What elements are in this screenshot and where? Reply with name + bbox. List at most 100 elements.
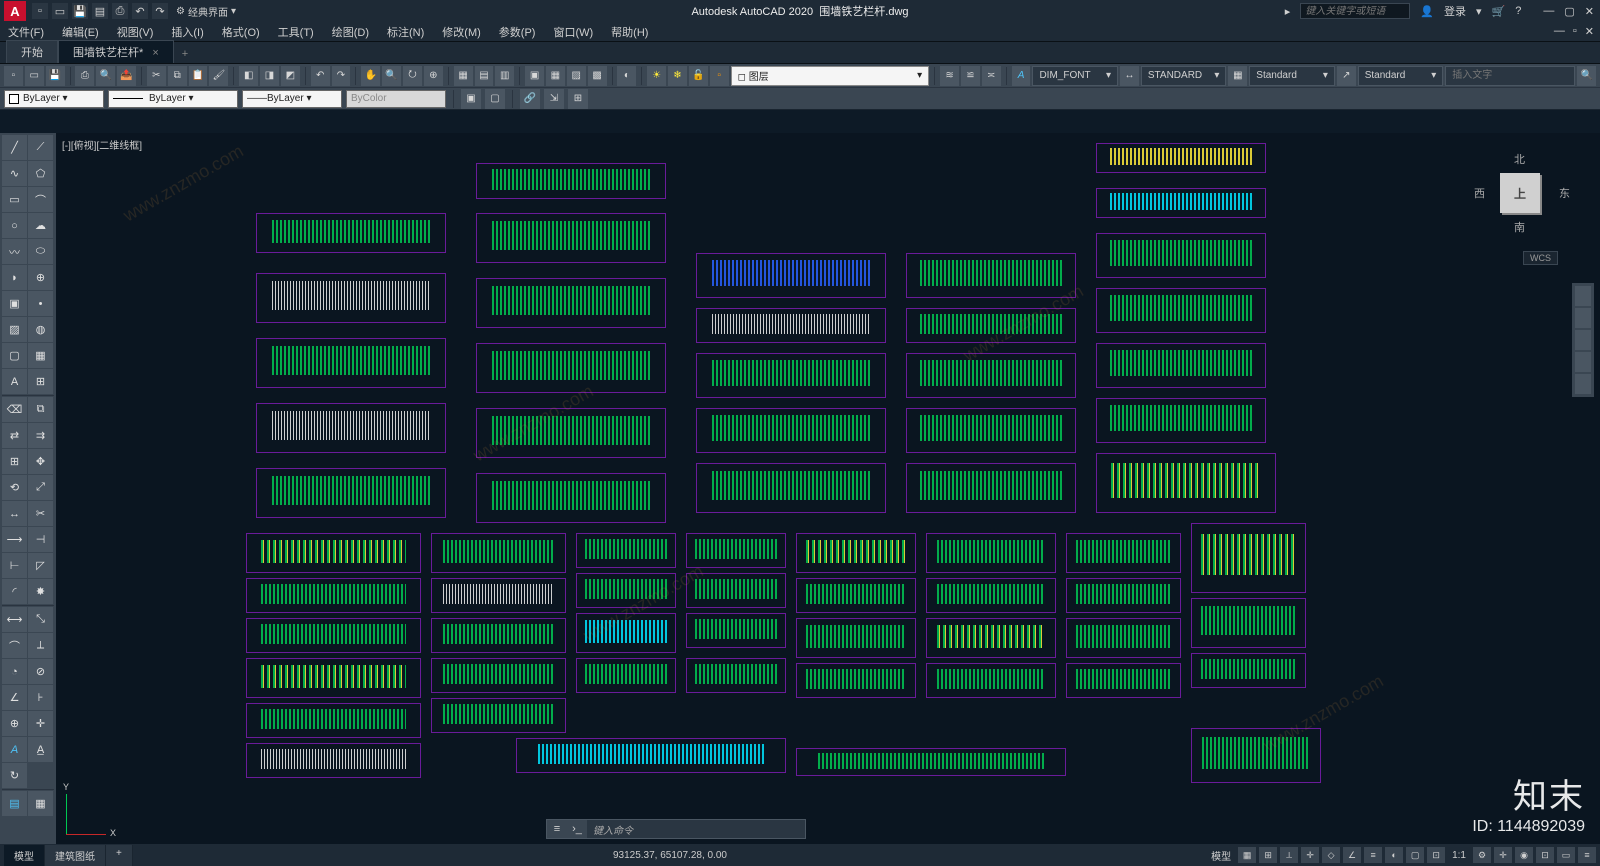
extend-icon[interactable]: ⟶ xyxy=(2,527,27,552)
qat-plot-icon[interactable]: ⎙ xyxy=(112,3,128,19)
arc-icon[interactable]: ⌒ xyxy=(28,187,53,212)
menu-parametric[interactable]: 参数(P) xyxy=(499,24,536,40)
dimdia-icon[interactable]: ⊘ xyxy=(28,659,53,684)
new-icon[interactable]: ▫ xyxy=(4,66,23,86)
layout-tab-model[interactable]: 模型 xyxy=(4,845,45,866)
viewcube[interactable]: 北 南 东 西 上 xyxy=(1470,143,1570,243)
break-icon[interactable]: ⊣ xyxy=(28,527,53,552)
viewcube-south[interactable]: 南 xyxy=(1514,219,1525,235)
menu-modify[interactable]: 修改(M) xyxy=(442,24,481,40)
find-input[interactable] xyxy=(1445,66,1575,86)
preview-icon[interactable]: 🔍 xyxy=(96,66,115,86)
viewcube-north[interactable]: 北 xyxy=(1514,151,1525,167)
fillet-icon[interactable]: ◜ xyxy=(2,579,27,604)
iso-toggle-icon[interactable]: ⊡ xyxy=(1536,847,1554,863)
chevron-down-icon[interactable]: ▾ xyxy=(1476,5,1482,18)
doc-tab-close-icon[interactable]: × xyxy=(152,47,158,59)
trim-icon[interactable]: ✂ xyxy=(28,501,53,526)
block3-icon[interactable]: ◩ xyxy=(281,66,300,86)
menu-format[interactable]: 格式(O) xyxy=(222,24,260,40)
scale-readout[interactable]: 1:1 xyxy=(1448,850,1470,861)
ref-icon[interactable]: ⇲ xyxy=(544,89,564,109)
copy-icon[interactable]: ⧉ xyxy=(168,66,187,86)
chamfer-icon[interactable]: ◸ xyxy=(28,553,53,578)
osnap-toggle-icon[interactable]: ◇ xyxy=(1322,847,1340,863)
ellarc-icon[interactable]: ◗ xyxy=(2,265,27,290)
help-icon[interactable]: ? xyxy=(1515,5,1521,17)
layer-sun-icon[interactable]: ☀ xyxy=(647,66,666,86)
layout-tab-paper[interactable]: 建筑图纸 xyxy=(45,845,106,866)
erase-icon[interactable]: ⌫ xyxy=(2,397,27,422)
cut-icon[interactable]: ✂ xyxy=(147,66,166,86)
maximize-button[interactable]: ▢ xyxy=(1564,5,1574,18)
tolerance-icon[interactable]: ⊕ xyxy=(2,711,27,736)
menu-insert[interactable]: 插入(I) xyxy=(171,24,203,40)
nav-showmo-icon[interactable] xyxy=(1575,374,1591,394)
qat-redo-icon[interactable]: ↷ xyxy=(152,3,168,19)
layer-dropdown[interactable]: ◻ 图层▾ xyxy=(731,66,930,86)
viewport-label[interactable]: [-][俯视][二维线框] xyxy=(62,137,142,152)
menu-help[interactable]: 帮助(H) xyxy=(611,24,648,40)
paste-icon[interactable]: 📋 xyxy=(189,66,208,86)
trans-toggle-icon[interactable]: ◐ xyxy=(1385,847,1403,863)
minimize-button[interactable]: — xyxy=(1543,5,1554,18)
drawing-canvas[interactable]: [-][俯视][二维线框] 北 南 东 西 上 WCS Y X ≡ ›_ xyxy=(56,133,1600,844)
open-icon[interactable]: ▭ xyxy=(25,66,44,86)
nav-orbit-icon[interactable] xyxy=(1575,352,1591,372)
dimord-icon[interactable]: ⟂ xyxy=(28,633,53,658)
render-icon[interactable]: ◐ xyxy=(617,66,636,86)
ref2-icon[interactable]: ⊞ xyxy=(568,89,588,109)
exchange-icon[interactable]: 🛒 xyxy=(1492,5,1506,18)
menu-dimension[interactable]: 标注(N) xyxy=(387,24,424,40)
move-icon[interactable]: ✥ xyxy=(28,449,53,474)
mirror-icon[interactable]: ⇄ xyxy=(2,423,27,448)
ortho-toggle-icon[interactable]: ⟂ xyxy=(1280,847,1298,863)
pline-icon[interactable]: ∿ xyxy=(2,161,27,186)
nav-zoom-icon[interactable] xyxy=(1575,330,1591,350)
layout-tab-add[interactable]: + xyxy=(106,845,133,866)
create-block-icon[interactable]: ▢ xyxy=(485,89,505,109)
sheet-icon[interactable]: ▥ xyxy=(495,66,514,86)
sc-toggle-icon[interactable]: ⊡ xyxy=(1427,847,1445,863)
menu-view[interactable]: 视图(V) xyxy=(117,24,154,40)
dimstyle-dropdown[interactable]: DIM_FONT▾ xyxy=(1032,66,1118,86)
lwt-toggle-icon[interactable]: ≡ xyxy=(1364,847,1382,863)
qp-toggle-icon[interactable]: ▢ xyxy=(1406,847,1424,863)
dimtedit-icon[interactable]: A̲ xyxy=(28,737,53,762)
layiso-icon[interactable]: ≋ xyxy=(940,66,959,86)
clean-toggle-icon[interactable]: ▭ xyxy=(1557,847,1575,863)
viewcube-west[interactable]: 西 xyxy=(1474,185,1485,201)
app-logo[interactable]: A xyxy=(4,1,26,21)
line-icon[interactable]: ╱ xyxy=(2,135,27,160)
ws-toggle-icon[interactable]: ✛ xyxy=(1494,847,1512,863)
tablestyle-icon[interactable]: ▦ xyxy=(1228,66,1247,86)
workspace-dropdown[interactable]: ⚙ 经典界面 ▾ xyxy=(176,4,236,19)
insert-block-icon[interactable]: ▣ xyxy=(461,89,481,109)
viewcube-east[interactable]: 东 xyxy=(1559,185,1570,201)
zoom-icon[interactable]: 🔍 xyxy=(382,66,401,86)
doc-close-button[interactable]: ✕ xyxy=(1585,25,1594,38)
spline-icon[interactable]: 〰 xyxy=(2,239,27,264)
nav-wheel-icon[interactable] xyxy=(1575,286,1591,306)
insert-icon[interactable]: ⊕ xyxy=(28,265,53,290)
wcs-label[interactable]: WCS xyxy=(1523,251,1558,265)
centermark-icon[interactable]: ✛ xyxy=(28,711,53,736)
scale-icon[interactable]: ⤢ xyxy=(28,475,53,500)
infocenter-arrow-icon[interactable]: ▸ xyxy=(1285,5,1291,18)
layer-lock-icon[interactable]: 🔓 xyxy=(689,66,708,86)
steer-icon[interactable]: ⊕ xyxy=(424,66,443,86)
qat-undo-icon[interactable]: ↶ xyxy=(132,3,148,19)
region-icon[interactable]: ▢ xyxy=(2,343,27,368)
mleader-icon[interactable]: ↗ xyxy=(1337,66,1356,86)
ssm-icon[interactable]: ▩ xyxy=(588,66,607,86)
rotate-icon[interactable]: ⟲ xyxy=(2,475,27,500)
dimang-icon[interactable]: ∠ xyxy=(2,685,27,710)
qat-save-icon[interactable]: 💾 xyxy=(72,3,88,19)
layermgr-icon[interactable]: ▤ xyxy=(2,791,27,816)
addsel-icon[interactable]: ⊞ xyxy=(28,369,53,394)
doc-restore-button[interactable]: ▫ xyxy=(1573,25,1577,38)
circle-icon[interactable]: ○ xyxy=(2,213,27,238)
otrack-toggle-icon[interactable]: ∠ xyxy=(1343,847,1361,863)
revcloud-icon[interactable]: ☁ xyxy=(28,213,53,238)
dimarc-icon[interactable]: ⌒ xyxy=(2,633,27,658)
